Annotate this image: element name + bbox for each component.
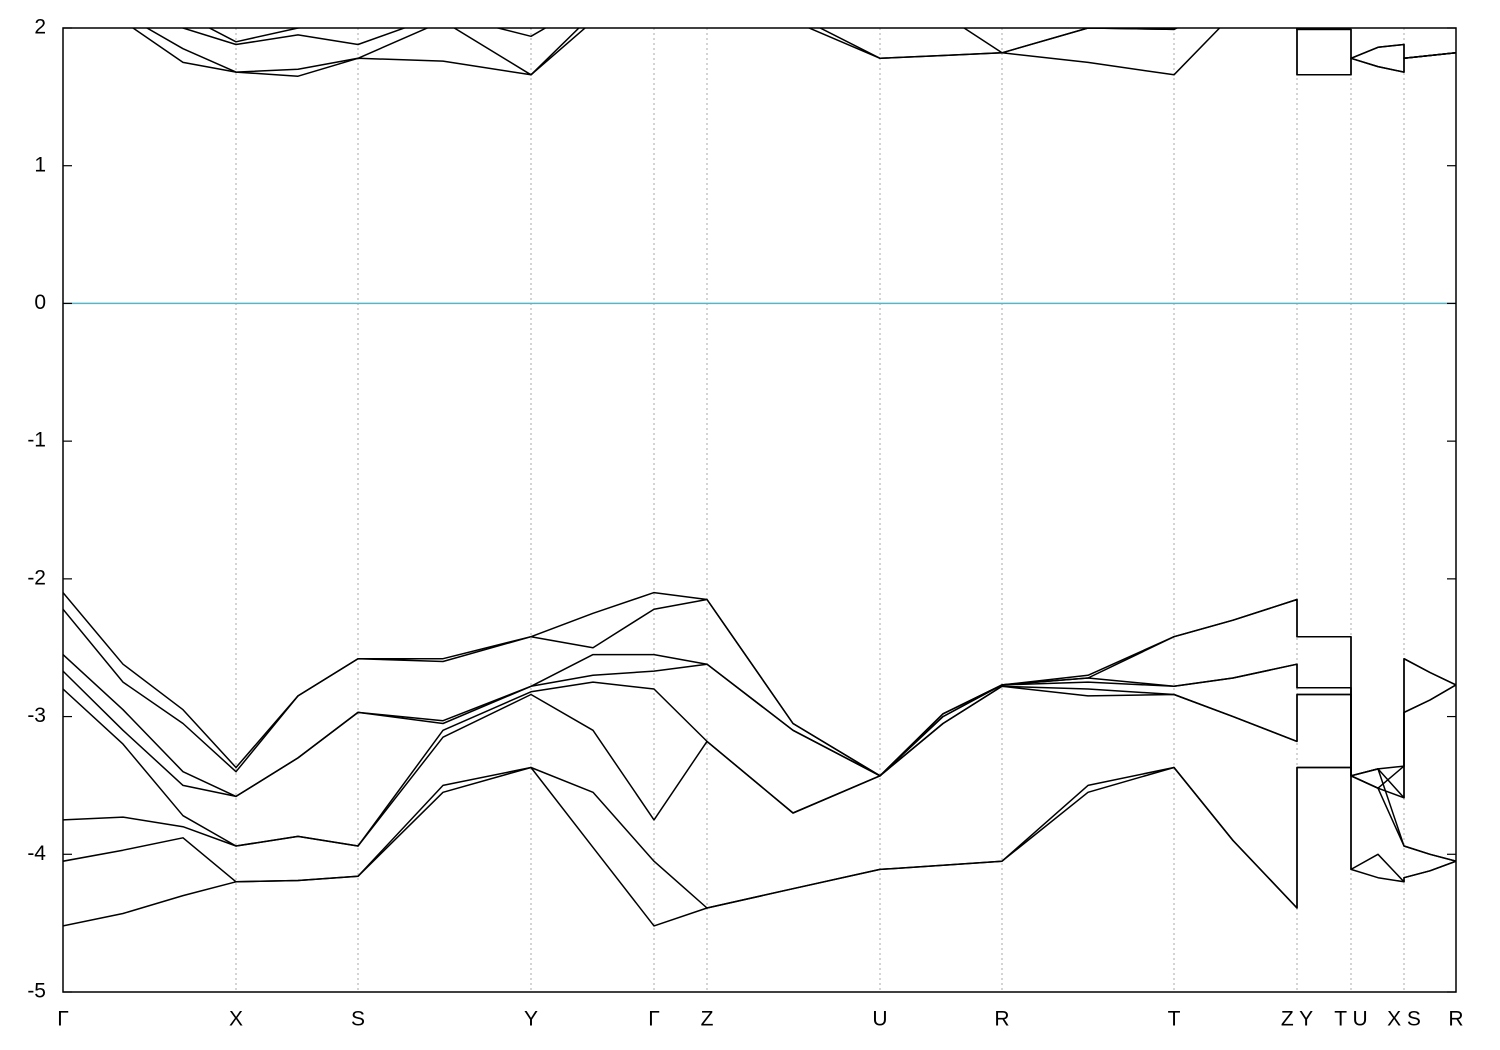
band-line xyxy=(63,766,1456,927)
x-tick-label: Γ xyxy=(648,1008,660,1031)
x-tick-label: T U xyxy=(1334,1008,1367,1031)
band-line xyxy=(63,598,1456,789)
x-tick-label: Z xyxy=(701,1008,714,1031)
band-line xyxy=(207,28,1456,60)
band-line xyxy=(63,766,1456,909)
band-line xyxy=(131,28,1456,77)
grid xyxy=(62,28,1457,992)
x-tick-label: Y xyxy=(524,1008,538,1031)
band-line xyxy=(63,663,1456,799)
y-tick-label: 2 xyxy=(34,16,46,39)
y-tick-label: -4 xyxy=(27,842,46,865)
y-tick-label: -3 xyxy=(27,704,46,727)
x-tick-label: U xyxy=(872,1008,887,1031)
band-line xyxy=(181,28,1456,60)
x-tick-label: T xyxy=(1168,1008,1181,1031)
x-tick-label: Γ xyxy=(57,1008,69,1031)
x-tick-label: Z Y xyxy=(1281,1008,1313,1031)
y-tick-label: 0 xyxy=(34,291,46,314)
plot-frame xyxy=(62,27,1457,993)
band-line xyxy=(63,591,1456,777)
band-line xyxy=(63,681,1456,862)
x-tick-label: S xyxy=(351,1008,365,1031)
y-tick-label: -5 xyxy=(27,980,46,1003)
x-tick-label: R xyxy=(1448,1008,1463,1031)
band-line xyxy=(145,28,1456,76)
x-tick-label: R xyxy=(994,1008,1009,1031)
axes: -5 -4 -3 -2 -1 0 1 2 Γ X S Y Γ Z U R T Z Y T U X S R xyxy=(27,16,1463,1031)
x-tick-label: X S xyxy=(1387,1008,1421,1031)
y-tick-label: 1 xyxy=(34,153,46,176)
plot-area xyxy=(63,28,1456,927)
x-tick-label: X xyxy=(229,1008,243,1031)
y-tick-label: -1 xyxy=(27,429,46,452)
y-tick-label: -2 xyxy=(27,566,46,589)
